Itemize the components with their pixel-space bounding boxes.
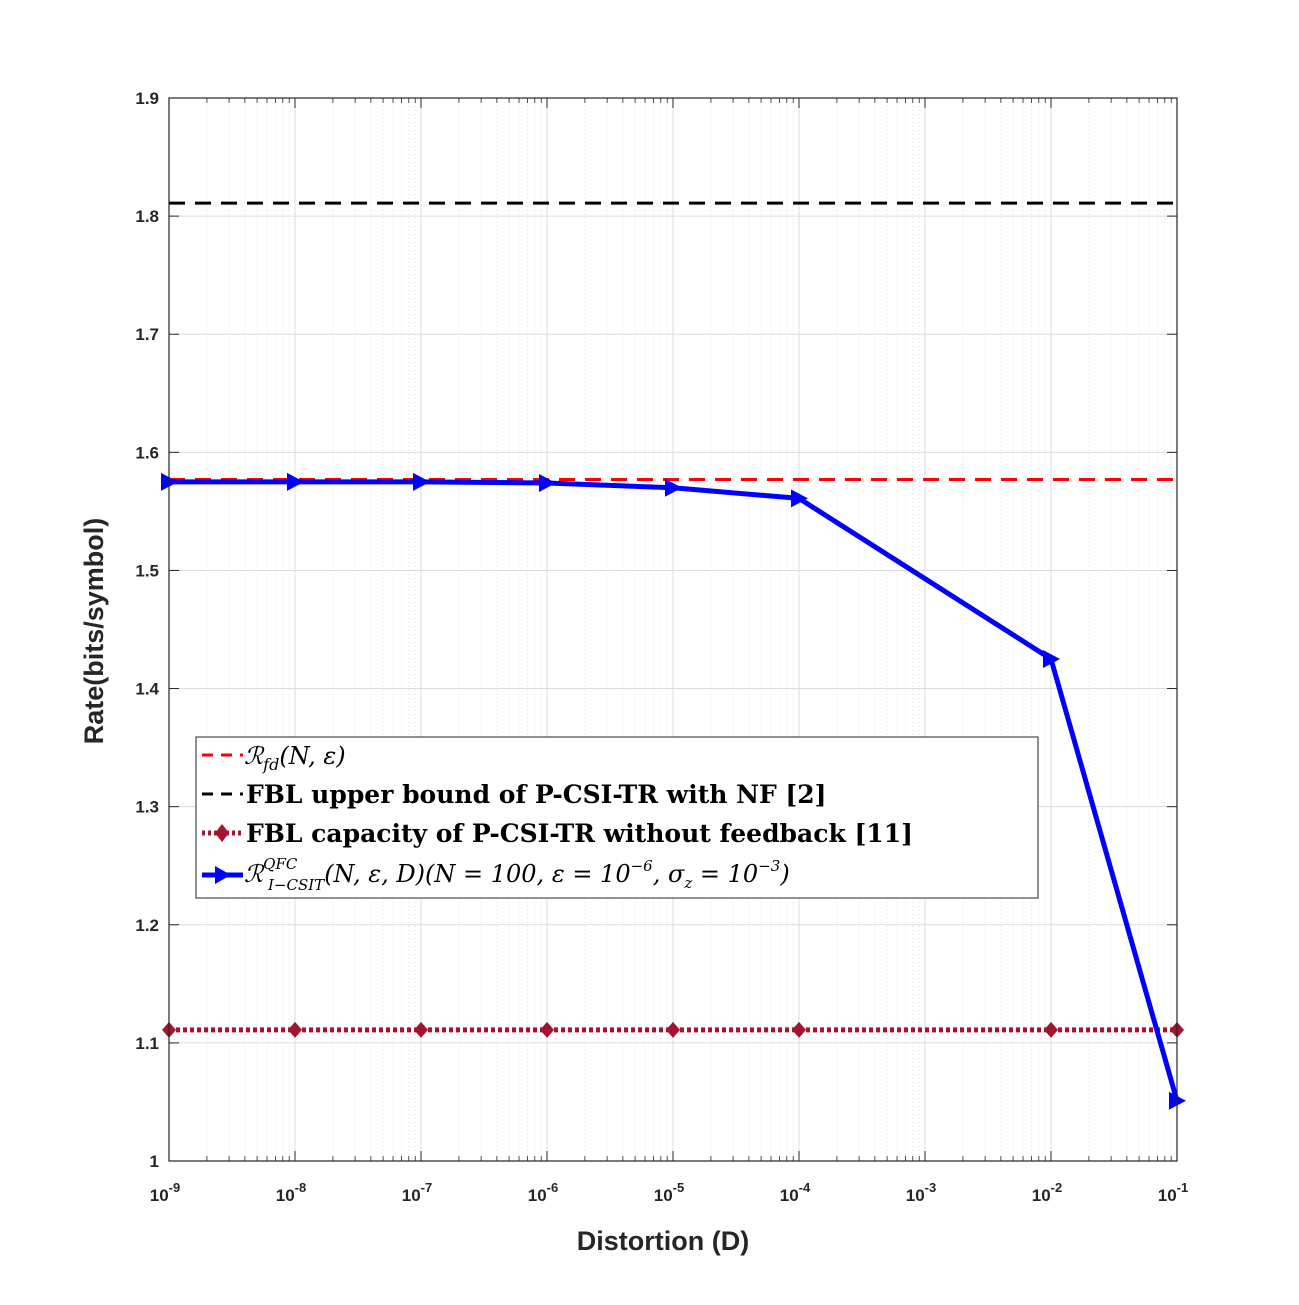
legend-rfd-rest: (N, ε) <box>279 742 345 770</box>
x-tick-label: 10-1 <box>1158 1180 1188 1205</box>
legend-entry-upper-bound: FBL upper bound of P-CSI-TR with NF [2] <box>202 780 826 809</box>
data-point-triangle <box>287 472 304 491</box>
legend-rfd-sub: fd <box>262 755 279 774</box>
legend-box <box>195 736 1039 899</box>
y-tick-label: 1 <box>150 1152 159 1171</box>
data-point-triangle <box>1043 650 1060 669</box>
data-point-diamond <box>288 1021 302 1038</box>
legend-qfc-exp1: −6 <box>631 857 654 875</box>
legend-rfd-main: ℛ <box>244 742 265 770</box>
legend-diamond-marker <box>215 824 229 842</box>
legend-qfc-exp2: −3 <box>758 857 780 875</box>
x-tick-label: 10-6 <box>528 1180 558 1205</box>
y-tick-label: 1.5 <box>135 561 159 580</box>
legend-qfc-sub: I−CSIT <box>267 876 325 894</box>
data-point-triangle <box>539 474 556 493</box>
legend-entry-qfc: ℛQFC I−CSIT(N, ε, D)(N = 100, ε = 10−6, σ… <box>202 855 790 894</box>
y-tick-label: 1.8 <box>135 207 159 226</box>
series-line-3 <box>169 479 1180 1102</box>
legend-triangle-marker <box>215 866 231 884</box>
x-tick-label: 10-5 <box>654 1180 684 1205</box>
legend-qfc-rest: (N, ε, D)(N = 100, ε = 10 <box>324 860 630 888</box>
tick-marks <box>168 97 1178 1162</box>
legend-entry-fbl-capacity: FBL capacity of P-CSI-TR without feedbac… <box>202 819 913 848</box>
x-tick-labels: 10-9 10-8 10-7 10-6 10-5 10-4 10-3 10-2 10-1 <box>150 1180 1188 1205</box>
data-point-triangle <box>413 472 430 491</box>
data-point-diamond <box>792 1021 806 1038</box>
y-tick-labels: 1 1.1 1.2 1.3 1.4 1.5 1.6 1.7 1.8 1.9 <box>135 89 159 1171</box>
y-tick-label: 1.7 <box>135 325 159 344</box>
x-tick-label: 10-4 <box>780 1180 811 1205</box>
y-tick-label: 1.6 <box>135 443 159 462</box>
data-point-triangle <box>665 478 682 497</box>
legend-qfc-sigma-sub: z <box>683 874 692 892</box>
legend-qfc-sup: QFC <box>263 855 298 873</box>
series-layer <box>161 201 1186 1110</box>
y-tick-label: 1.2 <box>135 916 159 935</box>
legend-qfc-sigma: , σ <box>653 860 685 888</box>
legend-upper-bound-label: FBL upper bound of P-CSI-TR with NF [2] <box>246 780 826 809</box>
y-tick-label: 1.4 <box>135 680 159 699</box>
data-point-diamond <box>414 1021 428 1038</box>
legend-fbl-capacity-label: FBL capacity of P-CSI-TR without feedbac… <box>246 819 913 848</box>
y-axis-label: Rate(bits/symbol) <box>79 518 109 745</box>
legend-entry-rfd: ℛfd(N, ε) <box>202 742 346 774</box>
svg-text:ℛfd(N, ε): ℛfd(N, ε) <box>244 742 346 774</box>
x-tick-label: 10-2 <box>1032 1180 1062 1205</box>
x-tick-label: 10-7 <box>402 1180 432 1205</box>
x-tick-label: 10-8 <box>276 1180 306 1205</box>
data-point-diamond <box>1044 1021 1058 1038</box>
x-axis-label: Distortion (D) <box>577 1226 749 1256</box>
data-point-diamond <box>666 1021 680 1038</box>
legend-qfc-main: ℛ <box>244 860 265 888</box>
legend-qfc-close: ) <box>779 860 789 888</box>
legend: ℛfd(N, ε) FBL upper bound of P-CSI-TR wi… <box>195 736 1039 899</box>
data-point-triangle <box>791 489 808 508</box>
y-tick-label: 1.9 <box>135 89 159 108</box>
y-tick-label: 1.3 <box>135 798 159 817</box>
data-point-diamond <box>540 1021 554 1038</box>
y-tick-label: 1.1 <box>135 1034 159 1053</box>
legend-qfc-eq: = 10 <box>692 860 758 888</box>
x-tick-label: 10-3 <box>906 1180 936 1205</box>
x-tick-label: 10-9 <box>150 1180 180 1205</box>
